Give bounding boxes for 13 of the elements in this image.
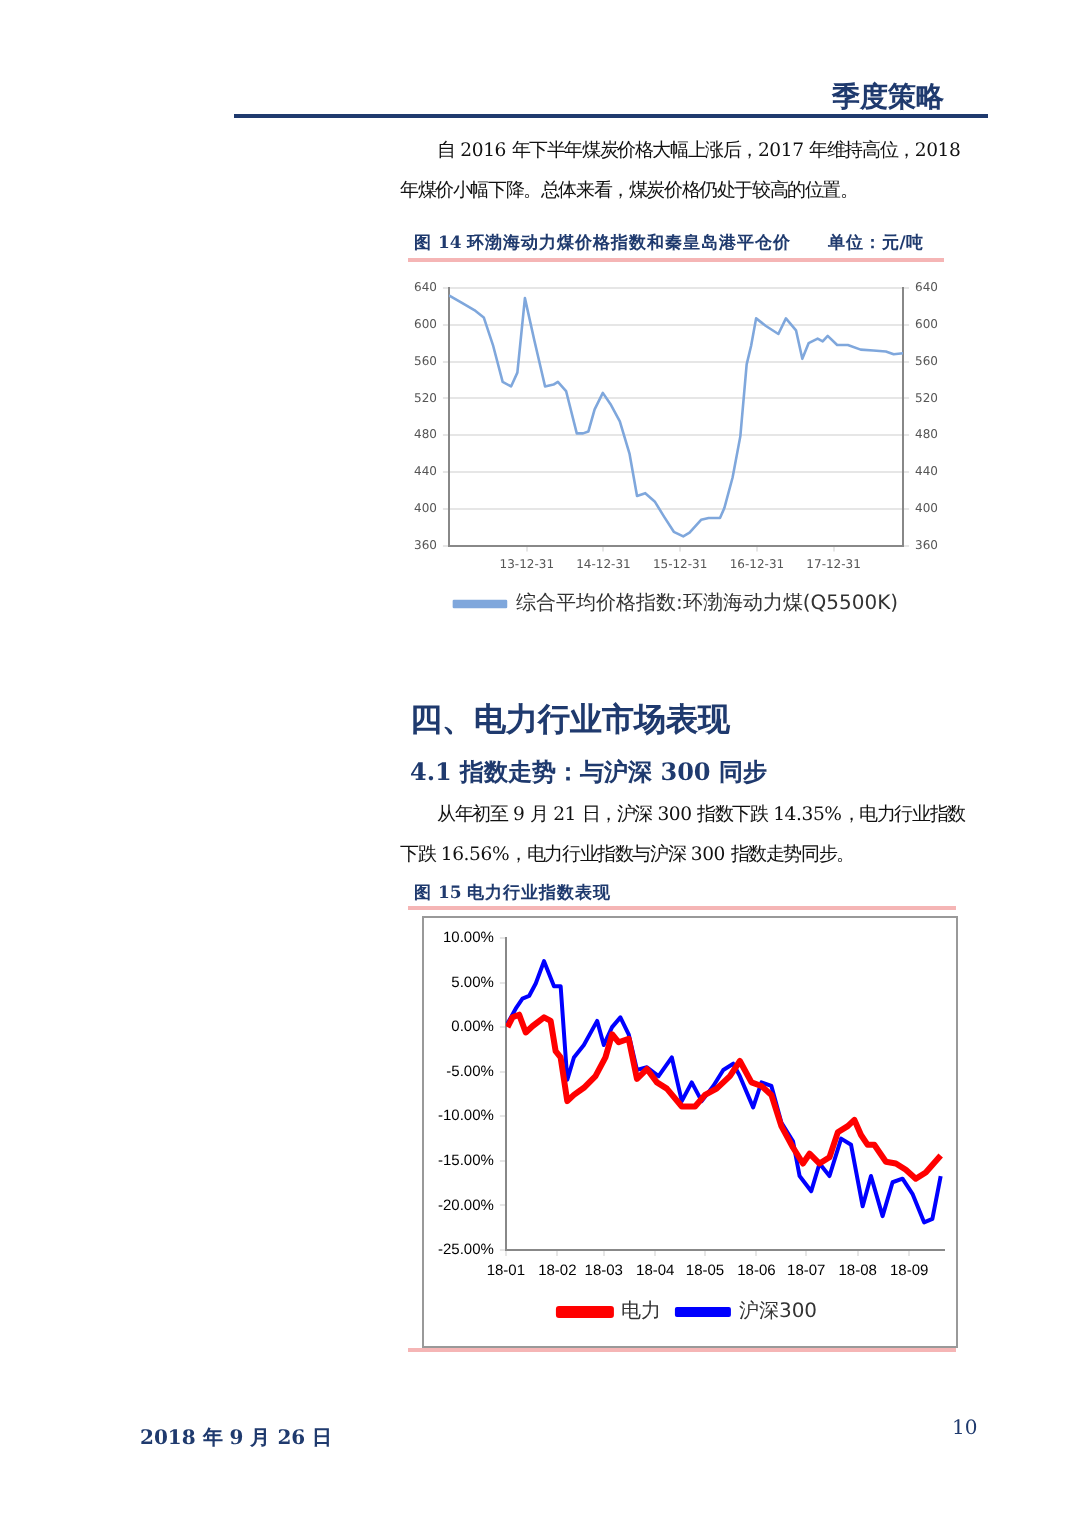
text: 季度策略 xyxy=(832,80,944,116)
chart-title: 图 15 电力行业指数表现 xyxy=(414,884,612,904)
text: 10 xyxy=(952,1418,978,1440)
text: 四、电力行业市场表现 xyxy=(410,700,730,742)
text: 从年初至 9 月 21 日，沪深 300 指数下跌 14.35%，电力行业指数下跌 16.56%，电力行业指数与沪深 300 指数走势同步。 xyxy=(400,802,967,870)
chart-subtitle: 单位：元/吨 xyxy=(827,234,924,254)
legend-label: 沪深300 xyxy=(738,1299,818,1324)
text: 2018 年 9 月 26 日 xyxy=(140,1425,333,1452)
legend-label: 电力 xyxy=(620,1299,661,1324)
legend-label: 综合平均价格指数:环渤海动力煤(Q5500K) xyxy=(515,591,899,616)
text: 自 2016 年下半年煤炭价格大幅上涨后，2017 年维持高位，2018 年煤价小幅下降。总体来看，煤炭价格仍处于较高的位置。 xyxy=(400,138,963,206)
chart-title: 图 14 环渤海动力煤价格指数和秦皇岛港平仓价 xyxy=(414,234,792,254)
text: 4.1 指数走势：与沪深 300 同步 xyxy=(410,756,767,790)
